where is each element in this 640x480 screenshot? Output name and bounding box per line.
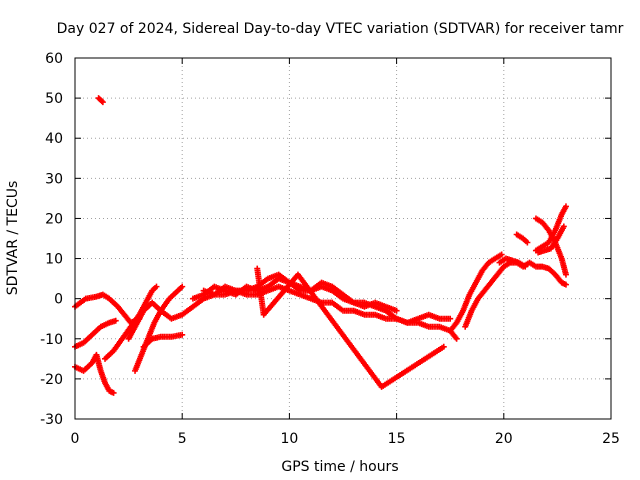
y-axis-label: SDTVAR / TECUs <box>5 181 21 296</box>
x-axis-label: GPS time / hours <box>281 459 398 475</box>
y-tick-label: 60 <box>45 51 63 67</box>
series-track-18 <box>535 223 567 256</box>
data-point <box>393 307 400 314</box>
x-tick-label: 10 <box>280 431 298 447</box>
data-point <box>453 335 460 342</box>
series-track-17 <box>532 203 569 254</box>
x-tick-label: 25 <box>602 431 620 447</box>
grid <box>75 58 611 419</box>
data-point <box>447 315 454 322</box>
y-tick-label: -20 <box>40 372 63 388</box>
series-track-2 <box>72 317 119 350</box>
data-point <box>522 263 529 270</box>
x-tick-label: 0 <box>71 431 80 447</box>
series-track-7 <box>140 331 186 350</box>
series-track-6 <box>132 283 186 374</box>
plot-frame <box>74 57 612 420</box>
axis-ticks: 0 5 10 15 20 25 -30 -20 -10 0 10 20 30 40 50 60 <box>40 51 620 447</box>
data-point <box>179 331 186 338</box>
series-track-11 <box>254 265 447 390</box>
y-tick-label: 10 <box>45 252 63 268</box>
series-track-3 <box>72 351 117 396</box>
data-point <box>110 389 117 396</box>
y-tick-label: 50 <box>45 91 63 107</box>
y-tick-label: 0 <box>54 292 63 308</box>
series-track-4 <box>95 95 106 106</box>
y-tick-label: 20 <box>45 211 63 227</box>
series-track-15 <box>513 231 531 246</box>
series-track-14 <box>496 255 529 270</box>
data-point <box>498 251 505 258</box>
data-point <box>562 281 569 288</box>
data-point <box>440 343 447 350</box>
data-point <box>560 223 567 230</box>
series-track-12 <box>447 251 505 334</box>
x-tick-label: 20 <box>495 431 513 447</box>
series-track-13 <box>462 259 569 330</box>
y-tick-label: 30 <box>45 171 63 187</box>
data-point <box>98 98 105 105</box>
x-tick-label: 15 <box>388 431 406 447</box>
data-point <box>112 317 119 324</box>
x-tick-label: 5 <box>178 431 187 447</box>
y-tick-label: 40 <box>45 131 63 147</box>
data-point <box>179 283 186 290</box>
data-point <box>562 203 569 210</box>
data-point <box>153 283 160 290</box>
y-tick-label: -30 <box>40 412 63 428</box>
data-point <box>524 239 531 246</box>
data-point <box>99 99 106 106</box>
plot-points <box>72 95 569 396</box>
chart-title: Day 027 of 2024, Sidereal Day-to-day VTE… <box>57 21 624 37</box>
y-tick-label: -10 <box>40 332 63 348</box>
data-point <box>562 271 569 278</box>
